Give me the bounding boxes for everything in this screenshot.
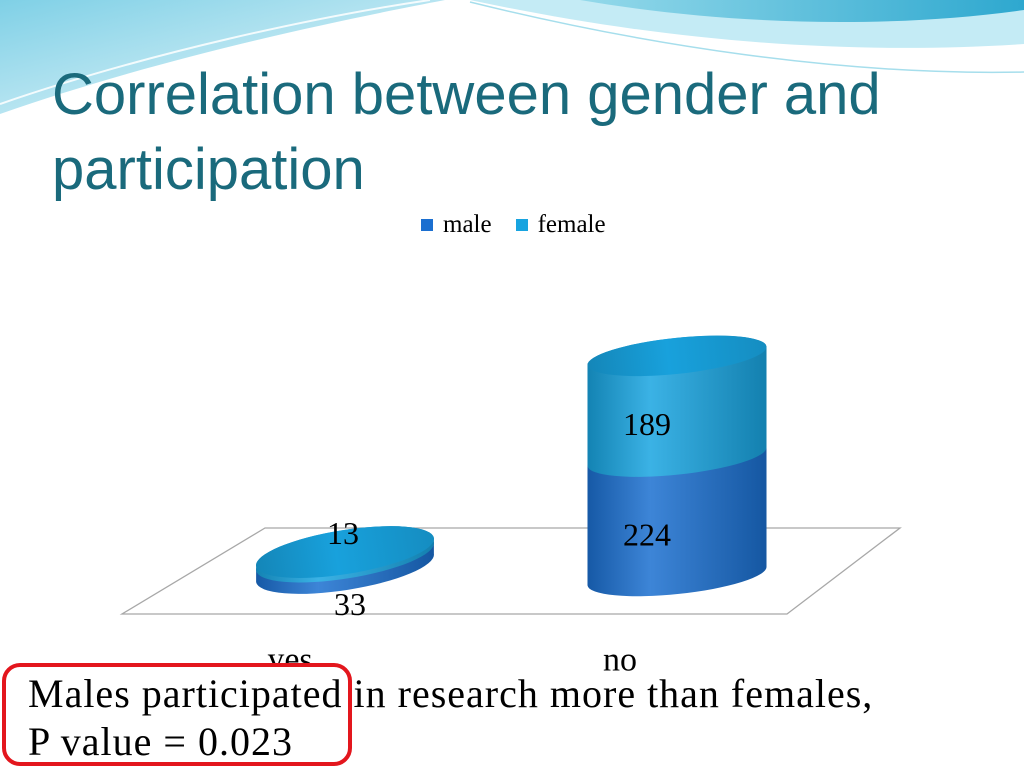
- header-wave-left: [0, 0, 445, 114]
- chart-legend: male female: [421, 211, 606, 239]
- legend-item-female: female: [515, 211, 606, 239]
- chart-floor: [119, 527, 902, 615]
- bar-cap-yes: [256, 526, 434, 578]
- legend-item-male: male: [421, 211, 492, 239]
- bar-cap-no: [587, 335, 767, 377]
- cylinder-yes: [256, 526, 434, 594]
- conclusion-line-1: Males participated in research more than…: [28, 671, 874, 716]
- header-wave-left-line: [0, 0, 431, 105]
- category-label-no: no: [603, 642, 637, 679]
- header-wave-right-line: [469, 1, 1024, 74]
- data-label-yes-male: 33: [334, 586, 366, 622]
- cylinder-no: [587, 335, 767, 597]
- legend-swatch-male: [421, 219, 433, 231]
- conclusion-line-2: P value = 0.023: [28, 719, 293, 764]
- conclusion-text: Males participated in research more than…: [28, 670, 873, 766]
- legend-swatch-female: [515, 219, 528, 231]
- slide-title: Correlation between gender and participa…: [52, 62, 881, 202]
- data-label-no-male: 224: [623, 516, 671, 552]
- data-label-no-female: 189: [623, 406, 671, 442]
- data-label-yes-female: 13: [327, 515, 359, 551]
- legend-label-male: male: [443, 211, 492, 238]
- header-wave-right-dark: [580, 0, 1024, 23]
- header-decoration: [0, 0, 1024, 114]
- legend-label-female: female: [537, 211, 606, 238]
- highlight-box: [2, 663, 352, 766]
